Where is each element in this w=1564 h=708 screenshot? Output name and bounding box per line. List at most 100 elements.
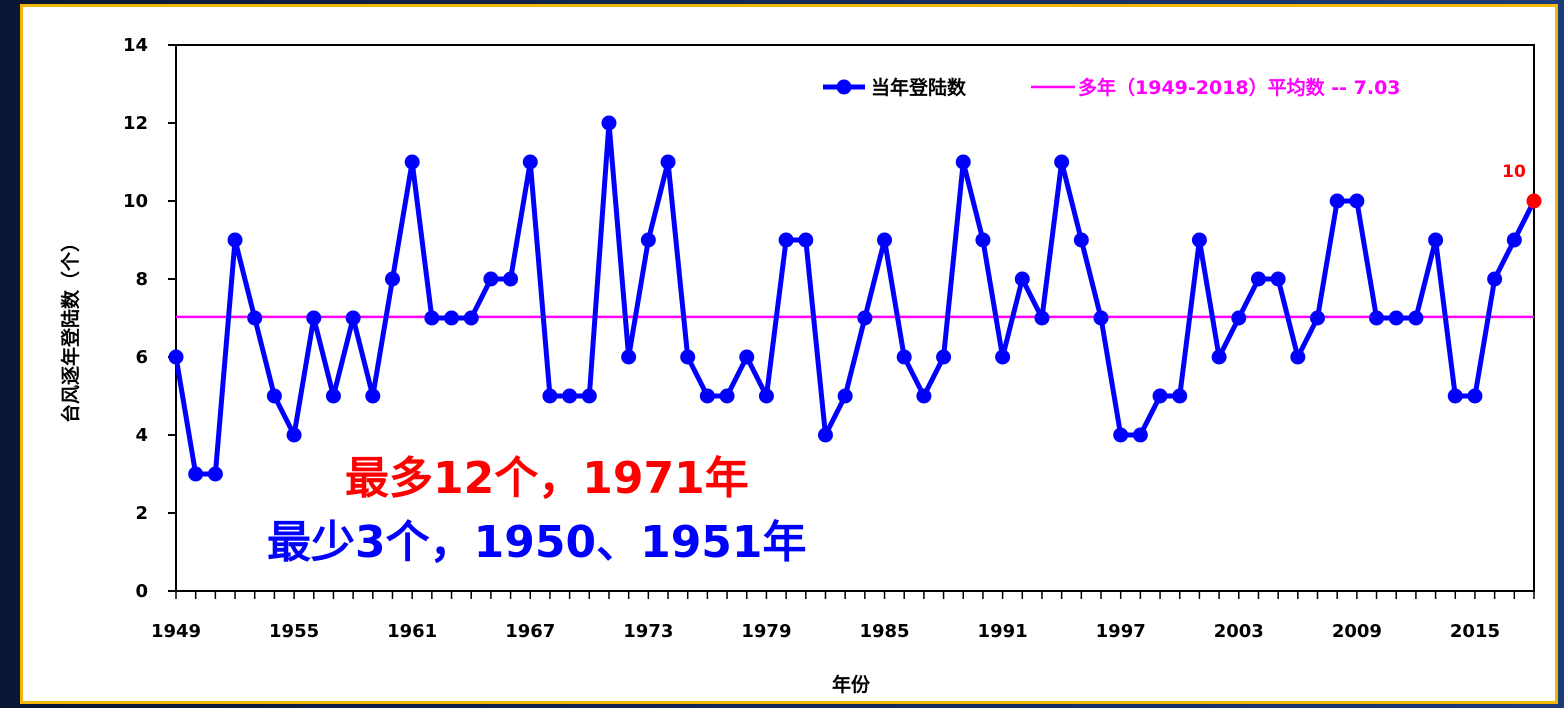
data-point	[345, 310, 361, 326]
data-point	[916, 388, 932, 404]
data-point	[227, 232, 243, 248]
data-point	[1329, 193, 1345, 209]
axes: 年份 台风逐年登陆数（个）	[59, 44, 1535, 696]
data-point	[975, 232, 991, 248]
data-point	[1172, 388, 1188, 404]
x-tick-label: 1985	[859, 621, 909, 642]
annotation-max: 最多12个，1971年	[345, 453, 749, 504]
x-tick-label: 2009	[1332, 621, 1382, 642]
y-tick-label: 2	[135, 503, 148, 524]
data-point	[778, 232, 794, 248]
data-point	[1487, 271, 1503, 287]
x-tick-label: 1967	[505, 621, 555, 642]
data-point	[1231, 310, 1247, 326]
data-point	[1408, 310, 1424, 326]
data-point	[1506, 232, 1522, 248]
data-point	[660, 154, 676, 170]
x-tick-label: 1961	[387, 621, 437, 642]
data-point	[1467, 388, 1483, 404]
y-tick-label: 4	[135, 425, 148, 446]
x-tick-label: 2015	[1450, 621, 1500, 642]
data-point	[896, 349, 912, 365]
data-point	[1369, 310, 1385, 326]
data-point	[621, 349, 637, 365]
data-point	[1191, 232, 1207, 248]
data-point	[306, 310, 322, 326]
data-point	[1152, 388, 1168, 404]
x-tick-label: 1949	[151, 621, 201, 642]
legend: 当年登陆数 多年（1949-2018）平均数 -- 7.03	[823, 76, 1401, 99]
data-point	[1447, 388, 1463, 404]
data-point	[1290, 349, 1306, 365]
y-tick-label: 12	[123, 113, 148, 134]
data-point	[719, 388, 735, 404]
data-point	[503, 271, 519, 287]
data-point	[424, 310, 440, 326]
x-tick-label: 1979	[741, 621, 791, 642]
data-point	[483, 271, 499, 287]
data-point	[1054, 154, 1070, 170]
data-point	[404, 154, 420, 170]
x-tick-label: 1973	[623, 621, 673, 642]
data-point	[188, 466, 204, 482]
landfall-line-chart: 年份 台风逐年登陆数（个） 0 2 4 6 8 10 12 14 1949 1955 1961 1967…	[59, 35, 1542, 696]
highlight-label: 10	[1502, 162, 1526, 182]
data-point	[680, 349, 696, 365]
x-tick-label: 1997	[1096, 621, 1146, 642]
data-point	[1428, 232, 1444, 248]
legend-label-landfall: 当年登陆数	[871, 76, 967, 99]
chart-panel: 年份 台风逐年登陆数（个） 0 2 4 6 8 10 12 14 1949 1955 1961 1967…	[20, 4, 1558, 704]
data-point	[1073, 232, 1089, 248]
data-point	[522, 154, 538, 170]
data-point	[1113, 427, 1129, 443]
legend-label-mean: 多年（1949-2018）平均数 -- 7.03	[1078, 76, 1401, 99]
x-axis-title: 年份	[832, 673, 871, 696]
data-point	[365, 388, 381, 404]
data-point	[1349, 193, 1365, 209]
highlight-point	[1526, 193, 1542, 209]
x-tick-label: 2003	[1214, 621, 1264, 642]
y-tick-label: 6	[135, 347, 148, 368]
data-point	[1250, 271, 1266, 287]
data-point	[601, 115, 617, 131]
data-point	[1388, 310, 1404, 326]
y-tick-label: 10	[123, 191, 148, 212]
data-point	[444, 310, 460, 326]
data-point	[798, 232, 814, 248]
data-point	[758, 388, 774, 404]
x-tick-label: 1991	[978, 621, 1028, 642]
data-point	[1211, 349, 1227, 365]
y-tick-label: 8	[135, 269, 148, 290]
data-point	[207, 466, 223, 482]
data-point	[877, 232, 893, 248]
x-tick-label: 1955	[269, 621, 319, 642]
data-point	[955, 154, 971, 170]
data-point	[837, 388, 853, 404]
data-point	[463, 310, 479, 326]
data-point	[857, 310, 873, 326]
y-tick-label: 14	[123, 35, 148, 56]
data-point	[817, 427, 833, 443]
data-point	[739, 349, 755, 365]
data-point	[266, 388, 282, 404]
y-tick-label: 0	[135, 581, 148, 602]
data-point	[699, 388, 715, 404]
data-point	[562, 388, 578, 404]
data-point	[640, 232, 656, 248]
y-axis-title: 台风逐年登陆数（个）	[59, 233, 82, 423]
legend-marker-landfall	[836, 79, 852, 95]
series-layer: 10	[168, 115, 1542, 482]
series-line-landfall-count	[173, 120, 1537, 477]
data-point	[581, 388, 597, 404]
data-point	[936, 349, 952, 365]
data-point	[168, 349, 184, 365]
data-point	[1034, 310, 1050, 326]
data-point	[1014, 271, 1030, 287]
data-point	[1310, 310, 1326, 326]
data-point	[384, 271, 400, 287]
data-point	[542, 388, 558, 404]
data-point	[1132, 427, 1148, 443]
data-point	[247, 310, 263, 326]
